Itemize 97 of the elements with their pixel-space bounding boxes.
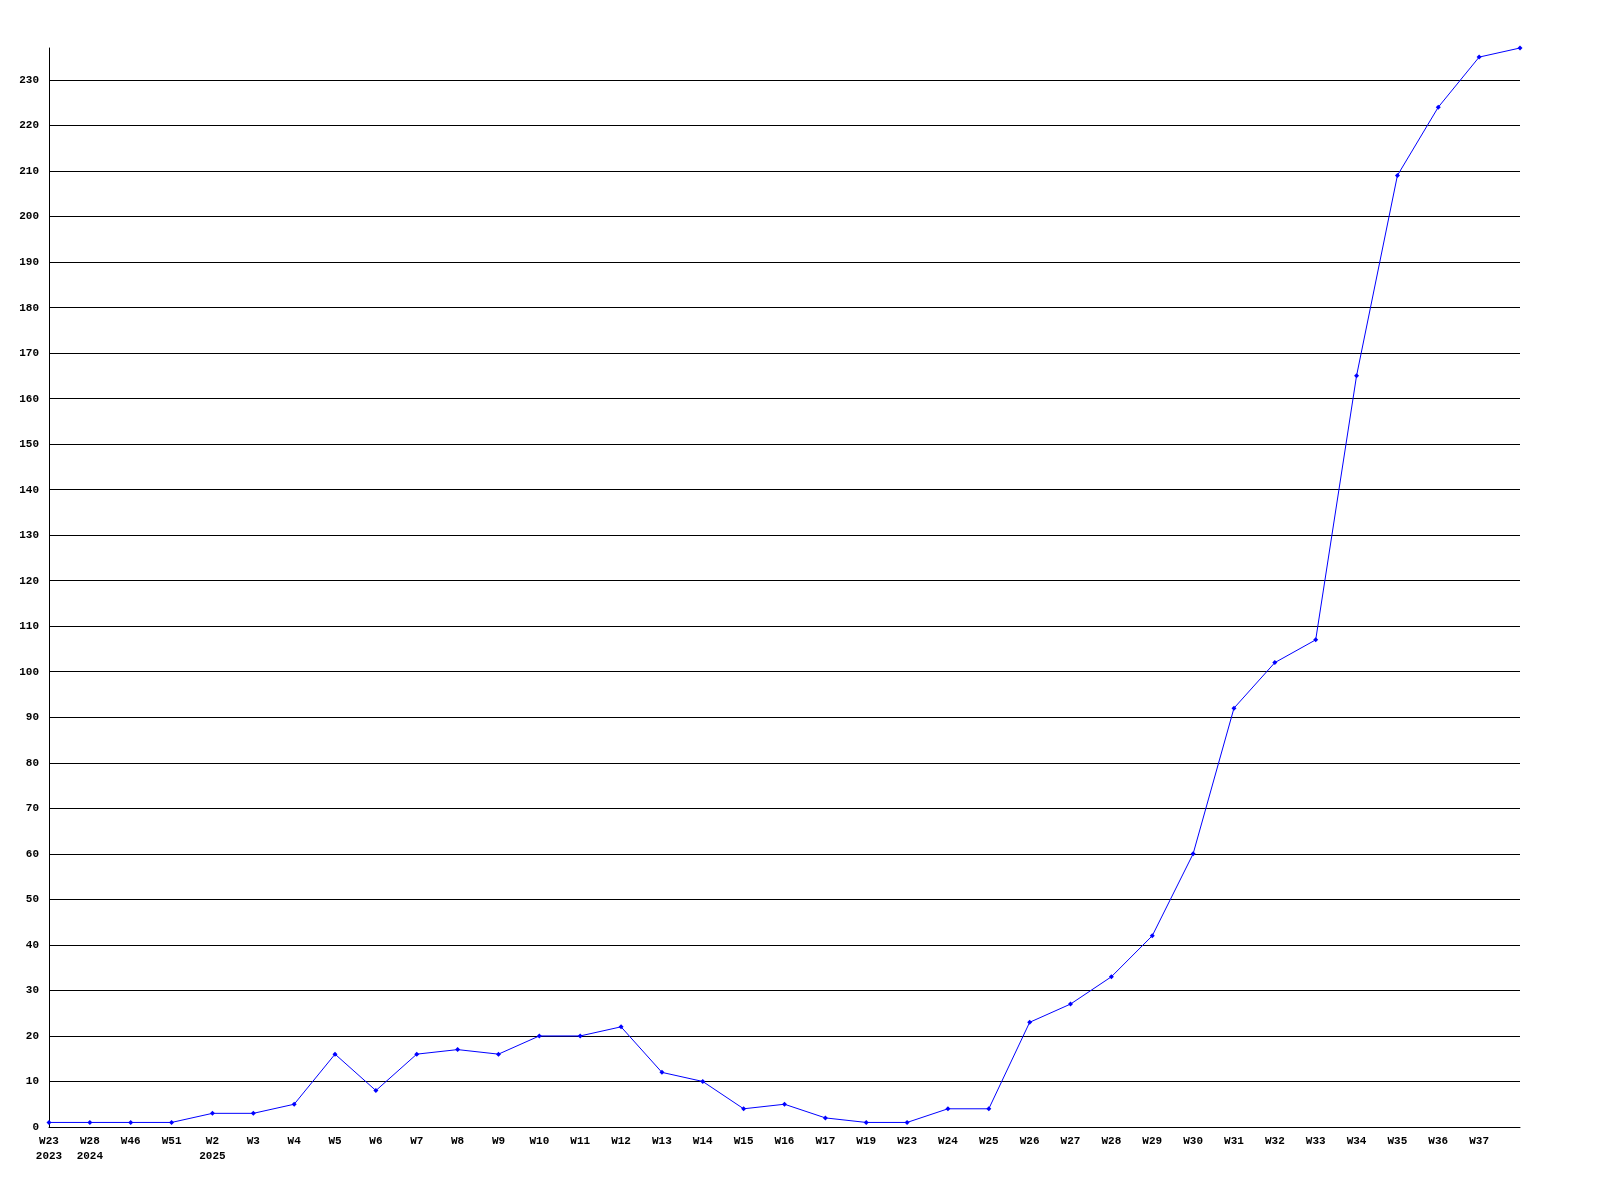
x-tick-label: W23 xyxy=(897,1134,918,1147)
x-tick-label: W34 xyxy=(1346,1134,1367,1147)
point xyxy=(741,1106,747,1112)
point xyxy=(536,1033,542,1039)
point xyxy=(945,1106,951,1112)
x-tick-label: W36 xyxy=(1428,1134,1449,1147)
point xyxy=(332,1051,338,1057)
point xyxy=(1190,851,1196,857)
x-tick-label: W28 2024 xyxy=(76,1134,104,1162)
point xyxy=(659,1069,665,1075)
point xyxy=(1313,637,1319,643)
x-tick-label: W11 xyxy=(570,1134,591,1147)
x-tick-label: W7 xyxy=(410,1134,424,1147)
y-tick-label: 140 xyxy=(19,483,39,496)
x-tick-label: W10 xyxy=(529,1134,550,1147)
y-tick-label: 170 xyxy=(19,347,39,360)
point xyxy=(1231,705,1237,711)
point xyxy=(1068,1001,1074,1007)
point xyxy=(291,1101,297,1107)
point xyxy=(250,1110,256,1116)
y-tick-label: 200 xyxy=(19,210,39,223)
x-tick-label: W16 xyxy=(774,1134,795,1147)
y-tick-label: 210 xyxy=(19,164,39,177)
x-tick-label: W25 xyxy=(978,1134,1000,1147)
point xyxy=(863,1119,869,1125)
y-tick-label: 220 xyxy=(19,119,39,132)
point xyxy=(1272,660,1278,666)
point xyxy=(577,1033,583,1039)
y-tick-label: 90 xyxy=(25,711,39,724)
x-tick-label: W4 xyxy=(287,1134,302,1147)
point xyxy=(1476,54,1482,60)
y-tick-label: 230 xyxy=(19,73,39,86)
point xyxy=(618,1024,624,1030)
point xyxy=(782,1101,787,1107)
point xyxy=(1354,373,1360,379)
point xyxy=(1149,933,1155,939)
point xyxy=(1108,974,1114,980)
y-tick-label: 190 xyxy=(19,255,39,268)
y-tick-label: 110 xyxy=(19,620,39,633)
x-tick-label: W14 xyxy=(692,1134,714,1147)
point xyxy=(1394,172,1400,178)
y-tick-label: 20 xyxy=(25,1029,39,1042)
x-tick-label: W17 xyxy=(815,1134,836,1147)
point xyxy=(87,1119,93,1125)
y-tick-label: 70 xyxy=(25,802,39,815)
x-tick-label: W28 xyxy=(1101,1134,1122,1147)
x-tick-label: W19 xyxy=(856,1134,877,1147)
x-tick-label: W30 xyxy=(1183,1134,1204,1147)
point xyxy=(1435,104,1441,110)
point xyxy=(128,1119,134,1125)
x-tick-label: W12 xyxy=(611,1134,631,1147)
x-tick-label: W31 xyxy=(1224,1134,1245,1147)
x-tick-label: W5 xyxy=(328,1134,343,1147)
x-tick-label: W15 xyxy=(733,1134,754,1147)
x-tick-label: W37 xyxy=(1469,1134,1490,1147)
point xyxy=(1027,1019,1033,1025)
point xyxy=(986,1106,992,1112)
x-tick-label: W46 xyxy=(120,1134,141,1147)
point xyxy=(169,1119,175,1125)
y-tick-label: 40 xyxy=(25,938,39,951)
x-tick-label: W27 xyxy=(1060,1134,1081,1147)
point xyxy=(414,1051,420,1057)
y-tick-label: 30 xyxy=(25,984,39,997)
y-tick-label: 120 xyxy=(19,574,39,587)
point xyxy=(495,1051,501,1057)
y-tick-label: 100 xyxy=(19,665,39,678)
x-tick-label: W23 2023 xyxy=(35,1134,63,1162)
point xyxy=(209,1110,215,1116)
y-tick-label: 80 xyxy=(25,756,39,769)
point xyxy=(46,1119,52,1125)
y-tick-label: 130 xyxy=(19,529,39,542)
y-tick-label: 60 xyxy=(25,847,39,860)
x-tick-label: W26 xyxy=(1019,1134,1040,1147)
x-tick-label: W9 xyxy=(491,1134,506,1147)
x-tick-label: W33 xyxy=(1305,1134,1326,1147)
y-tick-label: 50 xyxy=(25,893,39,906)
x-tick-label: W8 xyxy=(451,1134,465,1147)
x-tick-label: W32 xyxy=(1264,1134,1285,1147)
y-tick-label: 150 xyxy=(19,438,39,451)
x-tick-label: W3 xyxy=(246,1134,261,1147)
y-tick-label: 160 xyxy=(19,392,39,405)
x-tick-label: W6 xyxy=(369,1134,383,1147)
x-tick-label: W24 xyxy=(938,1134,959,1147)
x-tick-label: W29 xyxy=(1142,1134,1163,1147)
point xyxy=(1517,45,1523,51)
x-tick-label: W51 xyxy=(161,1134,182,1147)
x-tick-label: W2 2025 xyxy=(199,1134,227,1162)
y-tick-label: 10 xyxy=(25,1075,39,1088)
point xyxy=(700,1078,706,1084)
point xyxy=(455,1047,461,1053)
point xyxy=(373,1088,379,1094)
y-tick-label: 180 xyxy=(19,301,39,314)
point xyxy=(822,1115,828,1121)
x-tick-label: W13 xyxy=(652,1134,673,1147)
y-tick-label: 0 xyxy=(32,1121,39,1133)
point xyxy=(904,1119,910,1125)
x-tick-label: W35 xyxy=(1387,1134,1408,1147)
